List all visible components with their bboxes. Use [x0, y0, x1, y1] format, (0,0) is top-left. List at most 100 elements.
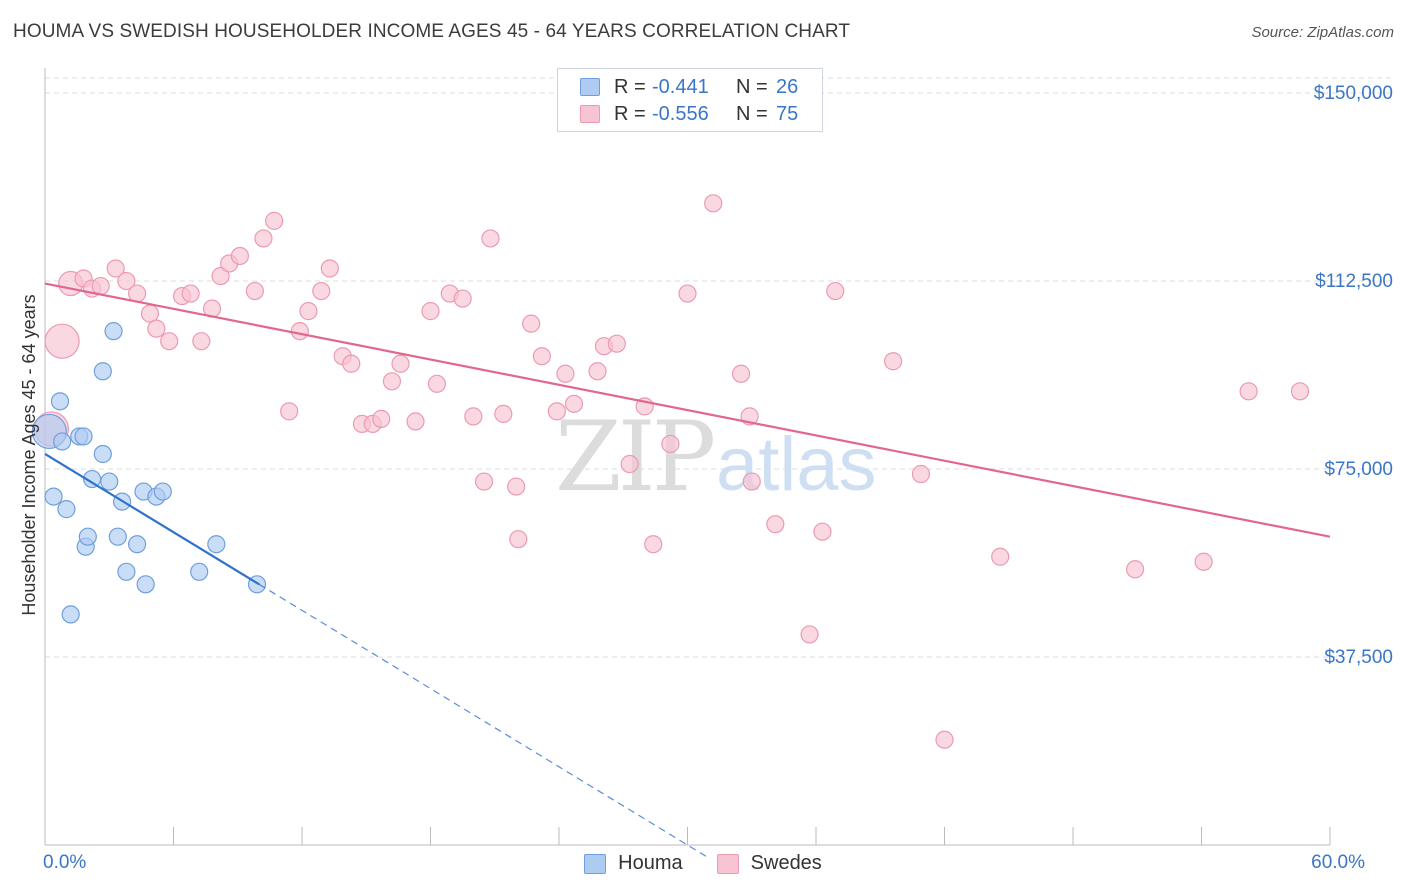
swedes-point	[211, 266, 230, 286]
swedes-point	[254, 229, 273, 248]
swedes-point	[564, 394, 584, 413]
legend-row-houma: R = -0.441 N = 26	[580, 75, 798, 99]
legend-row-swedes: R = -0.556 N = 75	[580, 102, 798, 126]
houma-point	[50, 392, 70, 411]
swedes-point	[507, 477, 526, 496]
swedes-trend-line	[44, 282, 1331, 538]
swedes-point	[1290, 382, 1310, 401]
trend-lines	[44, 282, 1331, 859]
houma-trend-line	[44, 453, 260, 586]
swedes-r-value: -0.556	[652, 102, 709, 125]
swedes-swatch	[580, 105, 600, 123]
houma-point	[104, 322, 123, 341]
swedes-point	[44, 323, 80, 359]
series-legend: Houma Swedes	[0, 852, 1406, 875]
swedes-point	[280, 402, 299, 421]
houma-point	[57, 500, 76, 519]
legend-item-swedes[interactable]: Swedes	[716, 852, 822, 875]
houma-r-value: -0.441	[652, 75, 709, 98]
houma-point	[44, 487, 63, 506]
swedes-point	[464, 407, 483, 426]
swedes-point	[1194, 552, 1213, 571]
watermark-atlas: atlas	[716, 422, 877, 507]
swedes-point	[372, 409, 391, 428]
y-tick-label: $75,000	[1324, 459, 1393, 480]
x-axis-min-label: 0.0%	[43, 852, 87, 873]
swedes-point	[406, 412, 425, 431]
swedes-point	[181, 284, 200, 303]
swedes-point	[117, 271, 136, 291]
houma-point	[207, 535, 226, 554]
swedes-legend-label: Swedes	[750, 852, 822, 874]
swedes-point	[704, 194, 723, 213]
houma-n-value: 26	[776, 75, 799, 98]
y-tick-label: $112,500	[1315, 271, 1393, 292]
swedes-point	[532, 347, 551, 366]
swedes-point	[192, 332, 211, 351]
axes	[44, 68, 1331, 846]
swedes-point	[481, 229, 500, 248]
swedes-point	[766, 515, 785, 534]
houma-legend-swatch	[584, 853, 607, 874]
houma-series	[31, 322, 267, 624]
swedes-point	[556, 364, 575, 383]
swedes-point	[547, 402, 566, 421]
swedes-point	[620, 454, 639, 474]
swedes-point	[391, 354, 410, 373]
swedes-point	[1239, 382, 1258, 401]
swedes-point	[230, 246, 249, 266]
swedes-point	[731, 364, 751, 383]
x-axis-max-label: 60.0%	[1311, 852, 1365, 873]
watermark-zip: ZIP	[555, 401, 714, 513]
houma-point	[108, 527, 127, 546]
houma-point	[153, 482, 172, 501]
swedes-point	[935, 730, 954, 749]
swedes-point	[661, 434, 680, 454]
houma-point	[136, 575, 155, 594]
watermark: ZIP atlas	[555, 401, 877, 513]
houma-point	[117, 562, 136, 581]
swedes-point	[427, 374, 447, 393]
swedes-point	[1126, 560, 1145, 579]
y-tick-label: $37,500	[1324, 647, 1393, 668]
swedes-point	[644, 535, 663, 554]
swedes-series	[33, 98, 1310, 749]
swedes-r-label: R =	[614, 102, 646, 125]
swedes-point	[299, 302, 318, 321]
source-label: Source: ZipAtlas.com	[1251, 24, 1394, 41]
swedes-point	[245, 281, 264, 301]
swedes-point	[494, 404, 513, 423]
swedes-point	[813, 522, 832, 541]
houma-point	[93, 444, 112, 464]
houma-point	[127, 535, 147, 554]
swedes-point	[991, 547, 1010, 566]
y-axis-label: Householder Income Ages 45 - 64 years	[19, 294, 39, 615]
houma-n-label: N =	[736, 75, 768, 98]
houma-legend-label: Houma	[618, 852, 683, 874]
swedes-point	[742, 472, 761, 491]
swedes-point	[91, 276, 110, 296]
swedes-point	[588, 362, 607, 381]
swedes-point	[883, 352, 903, 371]
swedes-point	[826, 281, 845, 301]
swedes-point	[312, 281, 331, 301]
swedes-point	[509, 530, 528, 549]
legend-item-houma[interactable]: Houma	[584, 852, 683, 875]
houma-point	[78, 527, 97, 546]
houma-point	[100, 472, 119, 491]
swedes-point	[453, 289, 472, 308]
swedes-legend-swatch	[716, 853, 739, 874]
swedes-point	[607, 334, 626, 353]
chart-title: HOUMA VS SWEDISH HOUSEHOLDER INCOME AGES…	[13, 21, 851, 42]
correlation-legend: R = -0.441 N = 26 R = -0.556 N = 75	[557, 68, 823, 132]
swedes-n-value: 75	[776, 102, 799, 125]
swedes-point	[342, 354, 361, 373]
houma-point	[53, 432, 72, 451]
swedes-point	[911, 464, 931, 484]
swedes-point	[290, 322, 309, 341]
swedes-point	[140, 304, 160, 323]
swedes-point	[160, 332, 179, 351]
y-tick-labels: $37,500 $75,000 $112,500 $150,000	[1314, 83, 1393, 668]
swedes-point	[147, 319, 166, 338]
